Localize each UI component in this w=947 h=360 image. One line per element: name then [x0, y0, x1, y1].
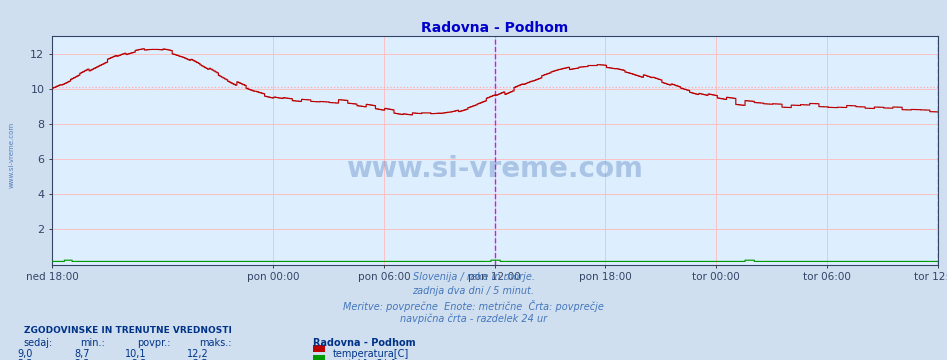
- Text: www.si-vreme.com: www.si-vreme.com: [9, 122, 14, 188]
- Text: pretok[m3/s]: pretok[m3/s]: [332, 359, 396, 360]
- Text: Radovna - Podhom: Radovna - Podhom: [313, 338, 415, 348]
- Text: ZGODOVINSKE IN TRENUTNE VREDNOSTI: ZGODOVINSKE IN TRENUTNE VREDNOSTI: [24, 326, 232, 335]
- Text: povpr.:: povpr.:: [137, 338, 170, 348]
- Text: Slovenija / reke in morje.: Slovenija / reke in morje.: [413, 272, 534, 282]
- Text: 9,0: 9,0: [18, 349, 33, 359]
- Text: 12,2: 12,2: [187, 349, 208, 359]
- Text: Meritve: povprečne  Enote: metrične  Črta: povprečje: Meritve: povprečne Enote: metrične Črta:…: [343, 300, 604, 311]
- Text: temperatura[C]: temperatura[C]: [332, 349, 409, 359]
- Text: 2,3: 2,3: [132, 359, 147, 360]
- Text: 10,1: 10,1: [125, 349, 147, 359]
- Text: maks.:: maks.:: [199, 338, 231, 348]
- Text: www.si-vreme.com: www.si-vreme.com: [347, 154, 643, 183]
- Text: min.:: min.:: [80, 338, 105, 348]
- Text: 2,3: 2,3: [18, 359, 33, 360]
- Title: Radovna - Podhom: Radovna - Podhom: [421, 21, 568, 35]
- Text: 8,7: 8,7: [75, 349, 90, 359]
- Text: 2,5: 2,5: [193, 359, 208, 360]
- Text: navpična črta - razdelek 24 ur: navpična črta - razdelek 24 ur: [400, 313, 547, 324]
- Text: sedaj:: sedaj:: [24, 338, 53, 348]
- Text: zadnja dva dni / 5 minut.: zadnja dva dni / 5 minut.: [413, 286, 534, 296]
- Text: 2,3: 2,3: [75, 359, 90, 360]
